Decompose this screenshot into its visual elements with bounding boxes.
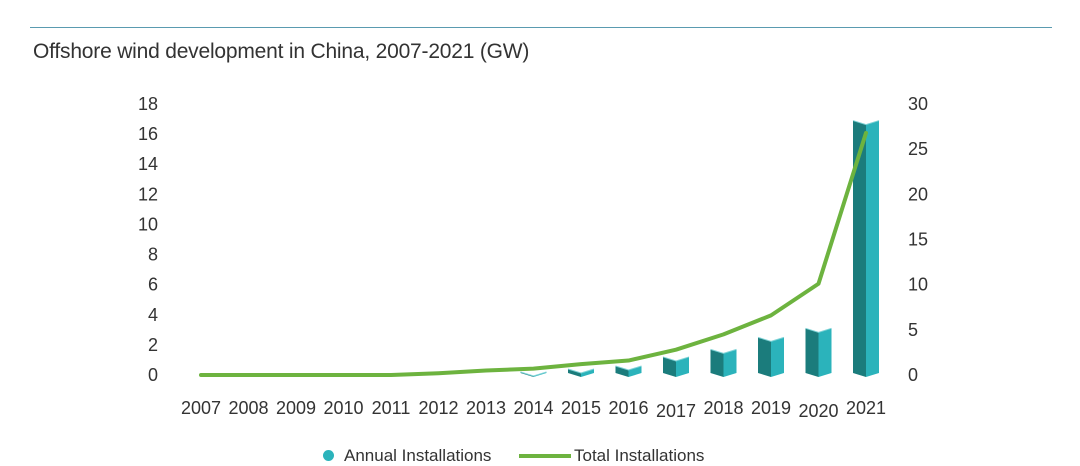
right-tick-label: 25 bbox=[908, 139, 928, 159]
right-tick-label: 20 bbox=[908, 184, 928, 204]
x-tick-label: 2018 bbox=[703, 398, 743, 418]
annual-bar bbox=[710, 348, 737, 377]
right-tick-label: 5 bbox=[908, 320, 918, 340]
total-line bbox=[199, 130, 868, 377]
x-tick-label: 2009 bbox=[276, 398, 316, 418]
right-tick-label: 0 bbox=[908, 365, 918, 385]
x-tick-label: 2014 bbox=[513, 398, 553, 418]
x-tick-label: 2020 bbox=[798, 401, 838, 421]
annual-bars bbox=[520, 120, 880, 378]
annual-bar bbox=[757, 336, 785, 377]
right-tick-label: 10 bbox=[908, 275, 928, 295]
right-tick-label: 30 bbox=[908, 94, 928, 114]
left-tick-label: 10 bbox=[138, 214, 158, 234]
left-tick-label: 6 bbox=[148, 275, 158, 295]
left-tick-label: 0 bbox=[148, 365, 158, 385]
left-tick-label: 14 bbox=[138, 154, 158, 174]
left-tick-label: 16 bbox=[138, 124, 158, 144]
left-tick-label: 2 bbox=[148, 335, 158, 355]
chart-title: Offshore wind development in China, 2007… bbox=[33, 40, 530, 63]
x-tick-label: 2011 bbox=[372, 398, 411, 418]
annual-bar bbox=[615, 365, 642, 377]
left-tick-label: 18 bbox=[138, 94, 158, 114]
x-tick-label: 2013 bbox=[466, 398, 506, 418]
x-tick-label: 2007 bbox=[181, 398, 221, 418]
x-tick-label: 2012 bbox=[418, 398, 458, 418]
x-tick-label: 2008 bbox=[228, 398, 268, 418]
left-tick-label: 4 bbox=[148, 305, 158, 325]
x-axis: 2007 2008 2009 2010 2011 2012 2013 2014 2015 2016… bbox=[181, 398, 886, 421]
x-tick-label: 2021 bbox=[846, 398, 886, 418]
annual-bar bbox=[805, 327, 832, 377]
top-rule bbox=[30, 27, 1052, 28]
x-tick-label: 2016 bbox=[608, 398, 648, 418]
total-installations-line bbox=[199, 130, 868, 377]
right-axis: 0 5 10 15 20 25 30 bbox=[908, 94, 928, 385]
x-tick-label: 2019 bbox=[751, 398, 791, 418]
annual-bar bbox=[852, 120, 880, 378]
left-tick-label: 12 bbox=[138, 184, 158, 204]
x-tick-label: 2010 bbox=[323, 398, 363, 418]
left-tick-label: 8 bbox=[148, 245, 158, 265]
x-tick-label: 2015 bbox=[561, 398, 601, 418]
annual-bar bbox=[567, 368, 595, 377]
right-tick-label: 15 bbox=[908, 230, 928, 250]
annual-bar bbox=[662, 356, 690, 377]
x-tick-label: 2017 bbox=[656, 401, 696, 421]
annual-bar bbox=[520, 371, 547, 377]
left-axis: 0 2 4 6 8 10 12 14 16 18 bbox=[138, 94, 158, 385]
